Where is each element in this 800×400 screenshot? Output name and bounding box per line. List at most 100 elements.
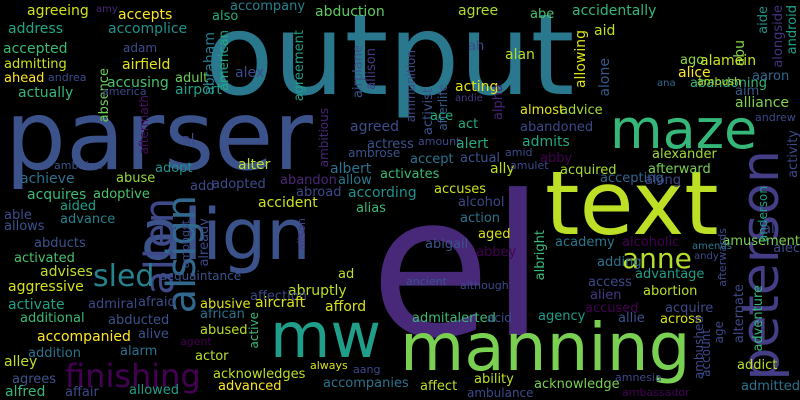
word-ambition: ambition [54, 159, 103, 172]
word-amulet: amulet [510, 159, 549, 172]
word-ability: ability [474, 372, 514, 387]
word-adult: adult [175, 71, 209, 86]
word-advance: advance [60, 212, 116, 227]
word-alarm: alarm [120, 344, 158, 359]
word-andie: andie [455, 93, 483, 104]
word-alert: alert [456, 136, 489, 152]
word-aircraft: aircraft [255, 295, 306, 311]
word-andrew: andrew [755, 111, 796, 124]
word-acid: acid [487, 311, 512, 325]
word-already: already [197, 218, 212, 267]
word-ace: ace [430, 109, 454, 124]
word-active: active [247, 312, 261, 349]
word-agreed: agreed [350, 119, 400, 135]
word-acquired: acquired [560, 163, 617, 178]
word-activity: activity [786, 130, 800, 178]
word-ah: ah [468, 39, 485, 54]
word-afford: afford [325, 299, 367, 315]
word-admitalerted: admitalerted [412, 311, 496, 326]
word-abby: abby [540, 151, 573, 166]
word-adopted: adopted [212, 177, 266, 192]
word-act: act [458, 117, 479, 132]
word-advises: advises [40, 264, 93, 280]
word-actor: actor [195, 349, 229, 364]
word-achieve: achieve [20, 171, 75, 187]
word-alley: alley [4, 354, 38, 370]
word-agent: agent [180, 335, 212, 348]
word-affection: affection [250, 289, 307, 304]
word-ammunition: ammunition [404, 50, 418, 123]
word-ali: ali [763, 222, 779, 237]
word-admitted: admitted [741, 379, 800, 394]
word-al: al [182, 132, 195, 148]
word-abused: abused [200, 323, 248, 338]
word-accused: accused [585, 301, 639, 316]
word-agreeing: agreeing [27, 3, 89, 19]
word-alongside: alongside [771, 5, 786, 68]
word-afterward: afterward [648, 162, 711, 177]
word-manning: manning [400, 309, 691, 386]
word-affect: affect [420, 379, 458, 394]
word-across: across [660, 312, 702, 327]
word-account: account [699, 329, 713, 377]
word-adopt: adopt [155, 161, 193, 176]
word-accident: accident [258, 195, 318, 211]
word-along: along [645, 173, 682, 188]
word-alter: alter [238, 157, 271, 173]
word-abusive: abusive [200, 297, 251, 312]
word-addition: addition [28, 346, 81, 361]
word-allison: allison [364, 48, 379, 90]
word-abandoning: abandoning [690, 76, 767, 91]
word-ahead: ahead [4, 71, 45, 86]
word-agree: agree [458, 3, 499, 19]
word-admitting: admitting [4, 57, 67, 72]
word-alien: alien [590, 288, 622, 303]
word-access: access [588, 275, 632, 290]
word-amongst: amongst [179, 220, 192, 269]
word-ambitious: ambitious [317, 108, 331, 168]
word-albert: albert [330, 161, 372, 177]
word-ambulance: ambulance [467, 386, 534, 400]
word-alpha: alpha [491, 84, 506, 121]
word-abduction: abduction [315, 4, 385, 20]
word-alias: alias [356, 201, 386, 216]
word-accepting: accepting [600, 171, 664, 186]
word-accomplice: accomplice [108, 21, 188, 37]
word-age: age [712, 321, 726, 344]
word-alec: alec [773, 241, 800, 256]
word-ago: ago [680, 53, 705, 68]
word-abigail: abigail [425, 237, 469, 252]
word-accidentally: accidentally [572, 3, 657, 19]
word-airfield: airfield [122, 57, 171, 73]
word-amends: amends [692, 241, 732, 252]
word-admits: admits [522, 134, 570, 150]
word-andrea: andrea [48, 71, 87, 84]
word-add: add [190, 179, 215, 194]
word-actual: actual [460, 151, 501, 166]
word-alive: alive [138, 327, 169, 342]
word-output: output [205, 0, 575, 121]
word-albright: albright [533, 230, 548, 281]
word-alternate: alternate [732, 284, 747, 344]
word-actress: actress [367, 137, 414, 152]
word-maze: maze [610, 98, 758, 161]
word-agreement: agreement [292, 30, 307, 102]
word-adventure: adventure [751, 285, 766, 352]
word-alan: alan [505, 47, 535, 63]
word-abbey: abbey [476, 245, 517, 260]
word-advantage: advantage [635, 267, 705, 282]
word-amid: amid [505, 146, 533, 159]
word-aggressive: aggressive [8, 279, 84, 295]
word-alison: alison [295, 218, 308, 251]
word-advanced: advanced [218, 379, 282, 394]
word-accompanies: accompanies [323, 376, 409, 391]
word-alamein: alamein [700, 53, 757, 69]
word-ad: ad [338, 267, 355, 282]
word-although: although [460, 279, 509, 292]
word-abandon: abandon [280, 173, 337, 188]
word-anne: anne [622, 242, 692, 275]
word-accompany: accompany [230, 0, 306, 14]
word-allie: allie [618, 311, 645, 326]
word-abruptly: abruptly [288, 283, 347, 299]
